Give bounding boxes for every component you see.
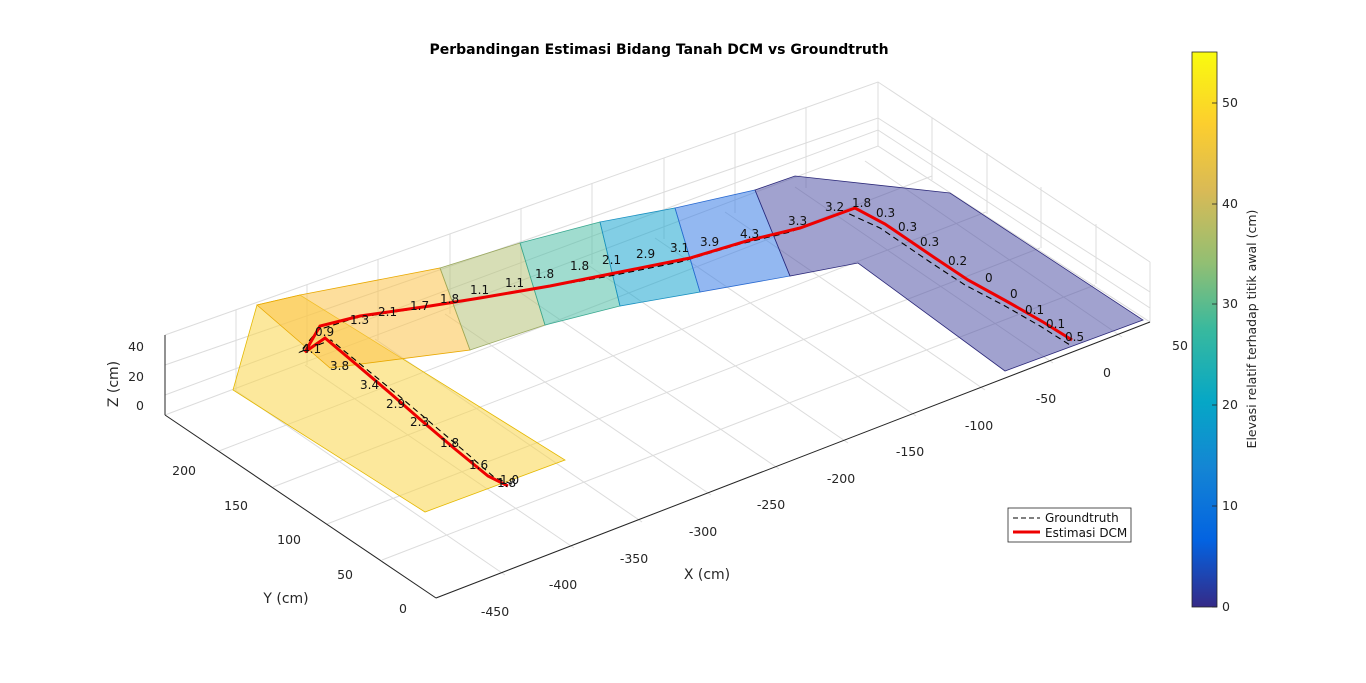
x-tick-label: -50	[1036, 391, 1056, 406]
x-tick-label: -250	[757, 497, 785, 512]
colorbar-tick-label: 0	[1222, 599, 1230, 614]
segment-label: 0.1	[1046, 317, 1065, 331]
colorbar-label: Elevasi relatif terhadap titik awal (cm)	[1244, 210, 1259, 449]
segment-label: 1.7	[410, 299, 429, 313]
colorbar-tick-label: 30	[1222, 296, 1238, 311]
x-tick-label: -100	[965, 418, 993, 433]
x-tick-label: -300	[689, 524, 717, 539]
segment-label: 4.3	[740, 227, 759, 241]
segment-label: 0.1	[1025, 303, 1044, 317]
y-axis-label: Y (cm)	[262, 591, 308, 607]
colorbar-tick-label: 20	[1222, 397, 1238, 412]
x-axis-label: X (cm)	[684, 567, 730, 583]
y-tick-label: 200	[172, 463, 196, 478]
terrain-surface	[232, 175, 1144, 513]
y-tick-label: 50	[337, 567, 353, 582]
y-axis: 0 50 100 150 200 Y (cm)	[172, 463, 407, 616]
segment-label: 2.9	[386, 397, 405, 411]
x-axis: -450 -400 -350 -300 -250 -200 -150 -100 …	[481, 338, 1188, 619]
axis-lines	[164, 321, 1151, 599]
segment-label: 1.3	[350, 313, 369, 327]
segment-label: 3.9	[700, 235, 719, 249]
segment-label: 1.8	[852, 196, 871, 210]
segment-label: 0.5	[1065, 330, 1084, 344]
legend-groundtruth-label: Groundtruth	[1045, 511, 1119, 525]
segment-label: 3.2	[825, 200, 844, 214]
colorbar: 0 10 20 30 40 50 Elevasi relatif terhada…	[1191, 51, 1259, 614]
x-tick-label: 0	[1103, 365, 1111, 380]
segment-label: 2.1	[602, 253, 621, 267]
legend: Groundtruth Estimasi DCM	[1007, 507, 1132, 543]
segment-label: 0.2	[948, 254, 967, 268]
segment-label: 0.3	[876, 206, 895, 220]
colorbar-tick-label: 10	[1222, 498, 1238, 513]
segment-label: 1.1	[470, 283, 489, 297]
segment-label: 2.9	[636, 247, 655, 261]
colorbar-tick-label: 40	[1222, 196, 1238, 211]
segment-label: 1.8	[440, 292, 459, 306]
z-axis: 0 20 40 Z (cm)	[106, 339, 144, 413]
segment-label: 1.0	[500, 473, 519, 487]
segment-label: 0.3	[920, 235, 939, 249]
legend-estimasi-label: Estimasi DCM	[1045, 526, 1127, 540]
segment-labels: 1.8 1.0 1.6 1.8 2.3 2.9 3.4 3.8 4.1 0.9 …	[302, 196, 1084, 490]
z-tick-label: 20	[128, 369, 144, 384]
segment-label: 0	[985, 271, 993, 285]
estimasi-dcm-line	[303, 206, 1073, 488]
x-tick-label: -150	[896, 444, 924, 459]
y-tick-label: 0	[399, 601, 407, 616]
segment-label: 1.1	[505, 276, 524, 290]
segment-label: 1.8	[535, 267, 554, 281]
y-tick-label: 150	[224, 498, 248, 513]
segment-label: 1.6	[469, 458, 488, 472]
segment-label: 3.1	[670, 241, 689, 255]
segment-label: 0.9	[315, 325, 334, 339]
segment-label: 1.8	[570, 259, 589, 273]
z-axis-label: Z (cm)	[106, 361, 122, 407]
segment-label: 3.8	[330, 359, 349, 373]
x-tick-label: 50	[1172, 338, 1188, 353]
z-tick-label: 40	[128, 339, 144, 354]
colorbar-tick-label: 50	[1222, 95, 1238, 110]
chart-title: Perbandingan Estimasi Bidang Tanah DCM v…	[429, 42, 888, 58]
x-tick-label: -200	[827, 471, 855, 486]
segment-label: 2.3	[410, 415, 429, 429]
segment-label: 0.3	[898, 220, 917, 234]
segment-label: 1.8	[440, 436, 459, 450]
segment-label: 4.1	[302, 342, 321, 356]
x-tick-label: -350	[620, 551, 648, 566]
segment-label: 3.3	[788, 214, 807, 228]
segment-label: 1.8	[497, 476, 516, 490]
segment-label: 0	[1010, 287, 1018, 301]
segment-label: 2.1	[378, 305, 397, 319]
y-tick-label: 100	[277, 532, 301, 547]
z-tick-label: 0	[136, 398, 144, 413]
segment-label: 3.4	[360, 378, 379, 392]
x-tick-label: -450	[481, 604, 509, 619]
x-tick-label: -400	[549, 577, 577, 592]
